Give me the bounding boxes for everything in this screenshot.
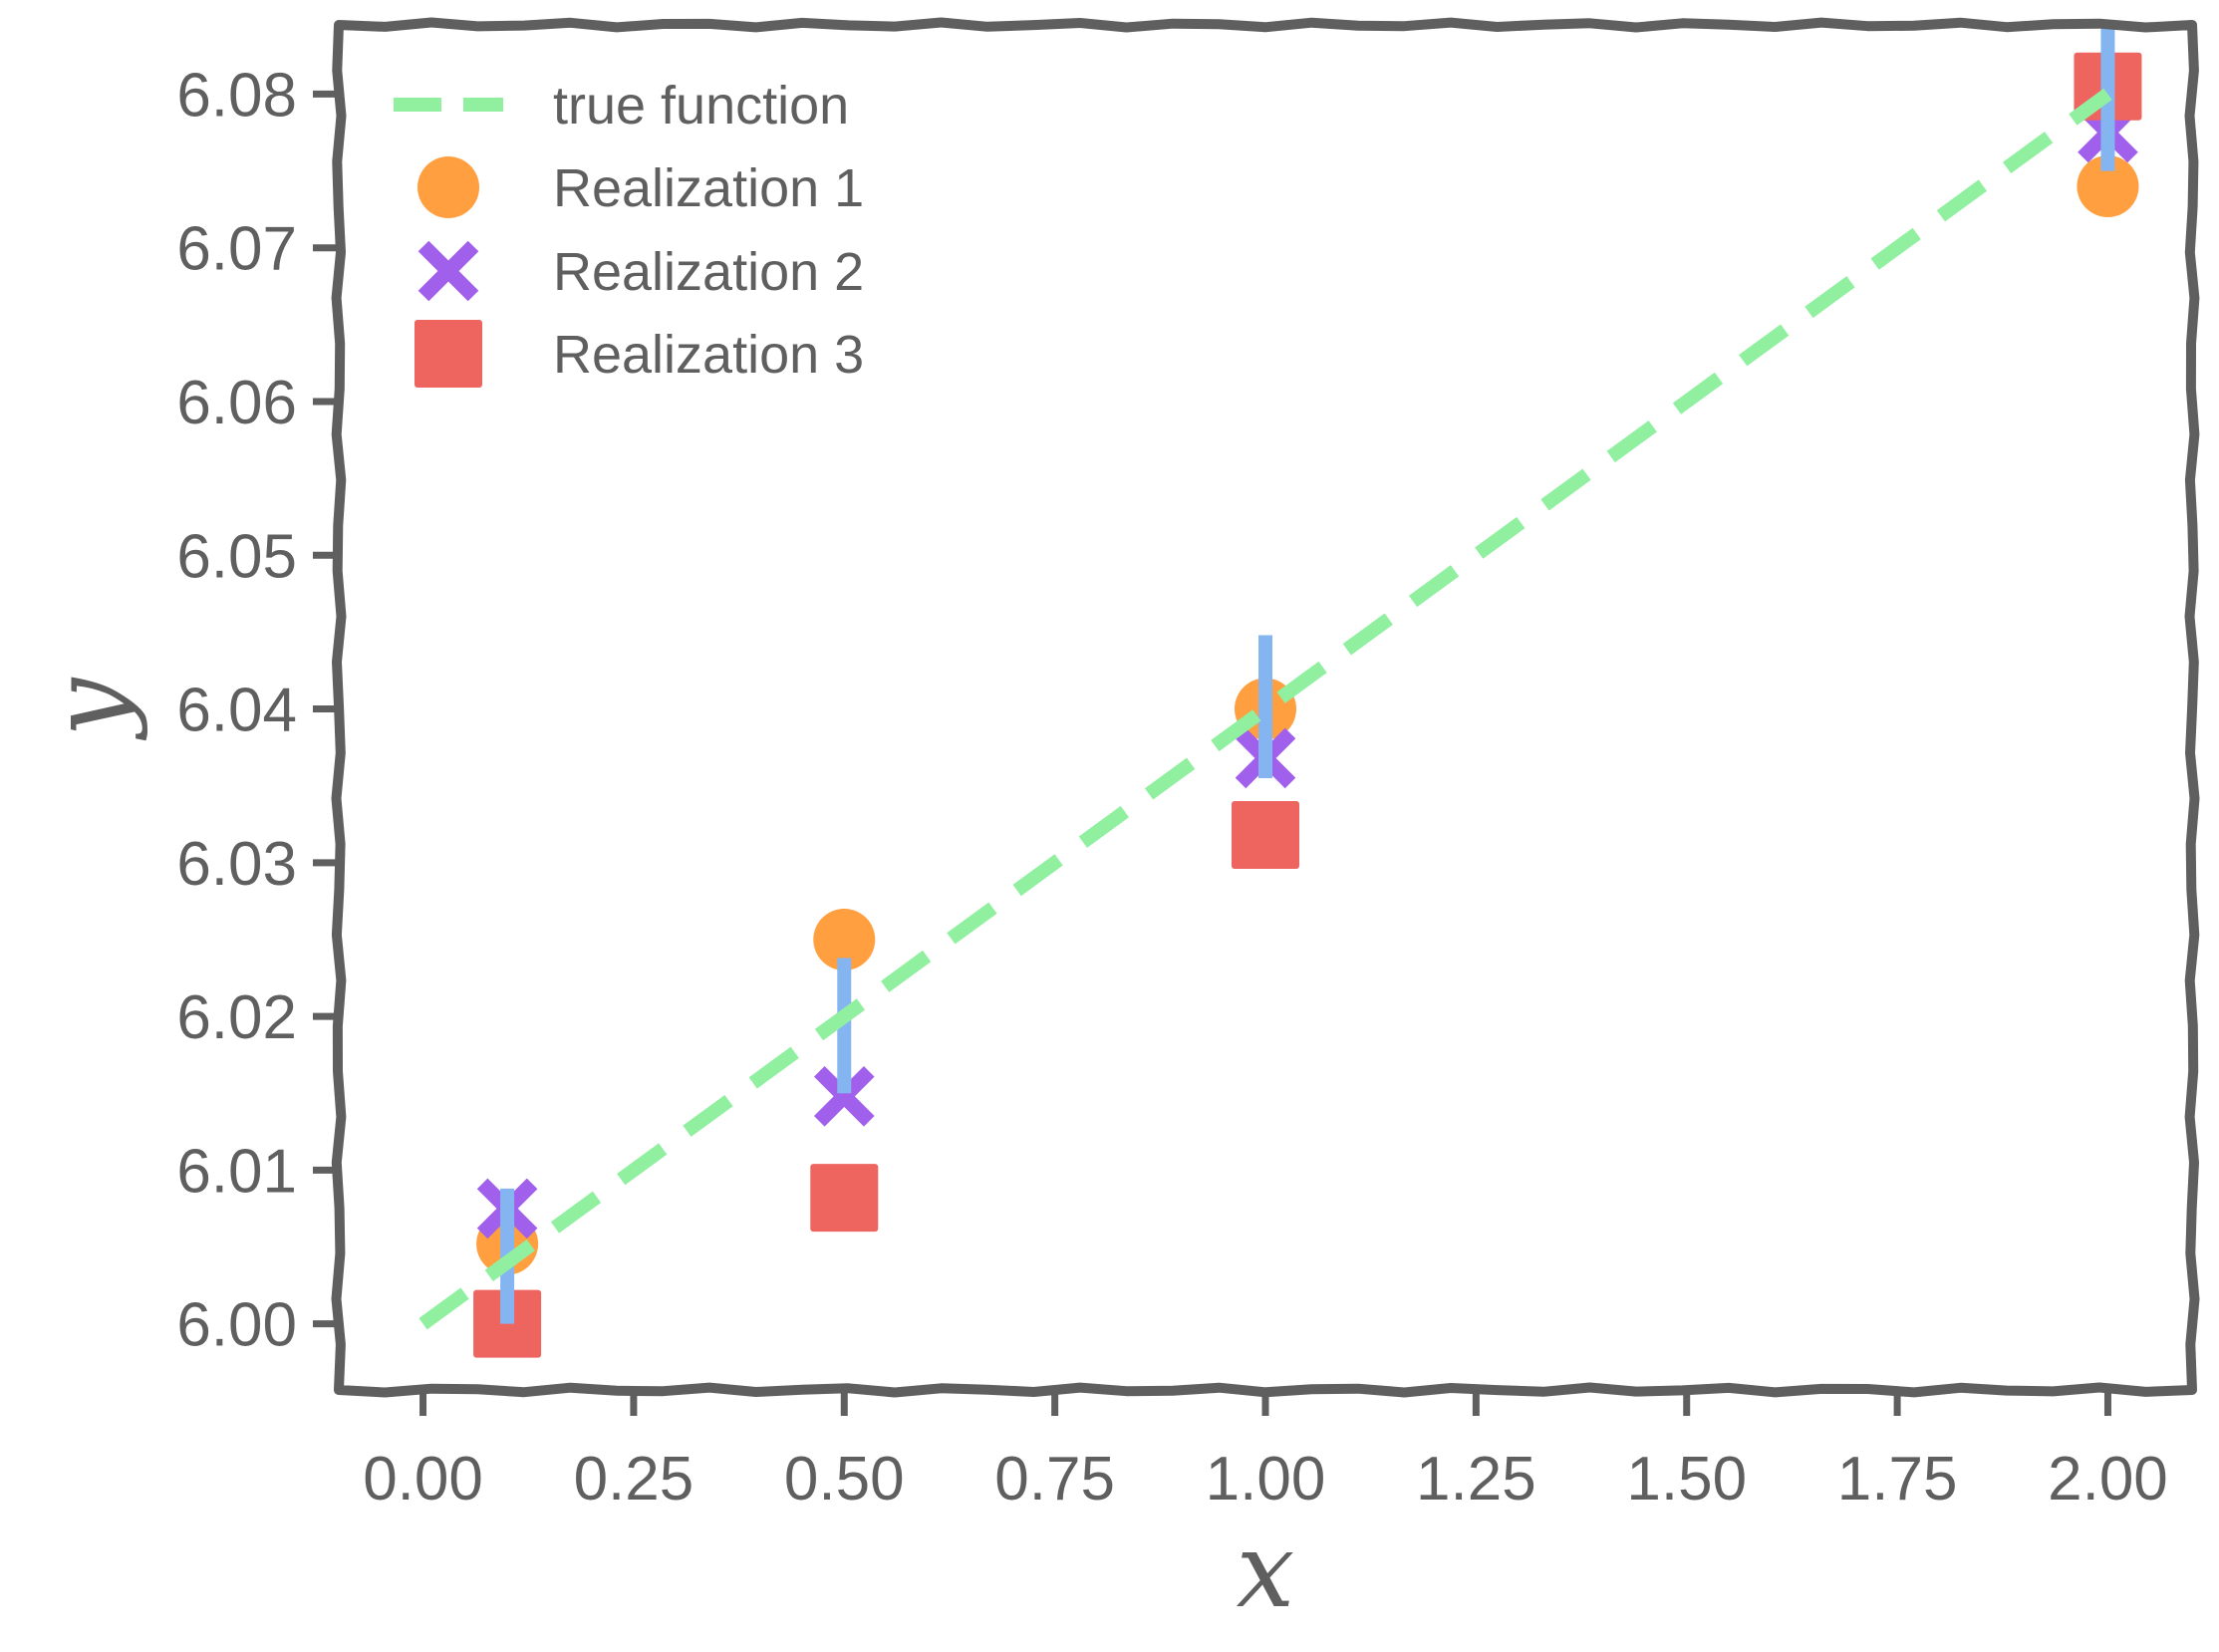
plot-area — [418, 20, 2142, 1358]
y-tick-label: 6.04 — [176, 677, 297, 745]
x-tick-label: 1.00 — [1206, 1445, 1326, 1514]
legend-label-true-function: true function — [553, 76, 849, 136]
y-axis-label: y — [28, 677, 149, 740]
legend-label-series-1: Realization 1 — [553, 158, 864, 218]
x-tick-label: 0.50 — [784, 1445, 905, 1514]
true-function-line — [418, 88, 2112, 1330]
x-tick-label: 0.25 — [574, 1445, 694, 1514]
data-point — [1232, 801, 1299, 870]
x-tick-label: 2.00 — [2048, 1445, 2168, 1514]
data-point — [2077, 154, 2139, 217]
legend-label-series-2: Realization 2 — [553, 242, 864, 302]
y-tick-label: 6.06 — [176, 369, 297, 437]
y-tick-label: 6.07 — [176, 215, 297, 284]
y-tick-label: 6.08 — [176, 61, 297, 130]
data-point — [813, 908, 876, 970]
x-tick-label: 1.75 — [1837, 1445, 1958, 1514]
legend: true function Realization 1 Realization 2 R… — [394, 76, 864, 388]
x-tick-label: 0.00 — [363, 1445, 483, 1514]
y-tick-label: 6.01 — [176, 1137, 297, 1206]
axes-frame — [331, 17, 2200, 1398]
x-tick-label: 1.50 — [1626, 1445, 1747, 1514]
y-tick-label: 6.03 — [176, 830, 297, 899]
data-point — [810, 1164, 879, 1233]
y-tick-label: 6.05 — [176, 522, 297, 591]
x-tick-label: 0.75 — [994, 1445, 1115, 1514]
x-tick-label: 1.25 — [1416, 1445, 1536, 1514]
x-axis-label: x — [1237, 1510, 1295, 1631]
legend-swatch-series-2 — [417, 240, 479, 302]
legend-swatch-series-1 — [417, 156, 479, 218]
tick-labels: 0.00 0.25 0.50 0.75 1.00 1.25 1.50 1.75 2.00 6.00… — [176, 61, 2167, 1514]
y-tick-label: 6.00 — [176, 1291, 297, 1360]
legend-swatch-series-3 — [415, 320, 482, 388]
data-point — [813, 1066, 875, 1127]
legend-label-series-3: Realization 3 — [553, 325, 864, 385]
y-tick-label: 6.02 — [176, 983, 297, 1052]
